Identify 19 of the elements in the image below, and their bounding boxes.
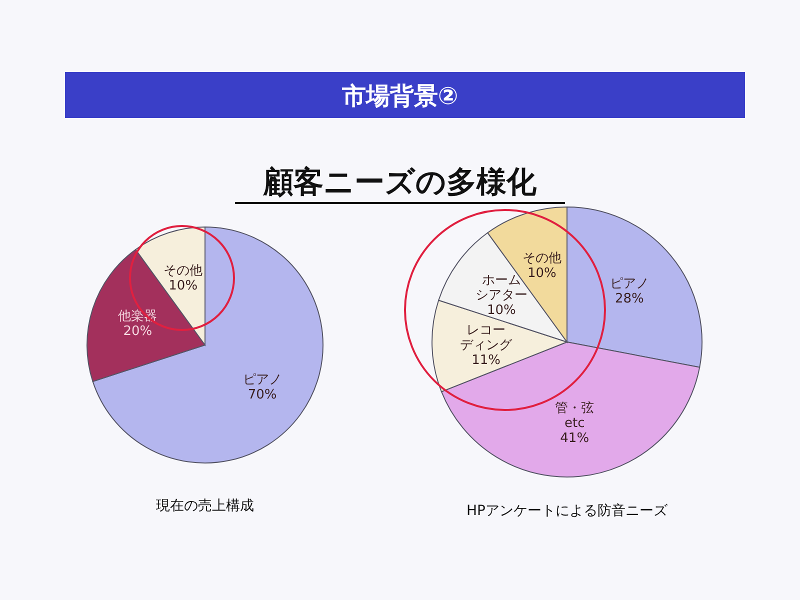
- slice-label: ピアノ: [242, 372, 282, 388]
- slice-label: 管・弦etc: [555, 401, 594, 432]
- slice-label: その他: [164, 264, 203, 279]
- data-label: 41%: [560, 431, 590, 446]
- text: HPアンケートによる防音ニーズ: [466, 503, 668, 519]
- text: 顧客ニーズの多様化: [262, 165, 538, 200]
- data-label: 11%: [472, 353, 500, 368]
- data-label: 10%: [168, 278, 198, 294]
- data-label: 28%: [614, 291, 644, 306]
- slice-label: レコーディング: [460, 323, 514, 354]
- data-label: 20%: [123, 324, 152, 340]
- slice-label: ホームシアター: [475, 272, 528, 303]
- slice-label: その他: [522, 251, 562, 266]
- data-label: 10%: [528, 266, 556, 281]
- data-label: 10%: [487, 302, 516, 318]
- text: 現在の売上構成: [156, 498, 254, 514]
- slice-label: ピアノ: [610, 276, 649, 292]
- text: 市場背景②: [340, 82, 458, 110]
- data-label: 70%: [248, 388, 277, 403]
